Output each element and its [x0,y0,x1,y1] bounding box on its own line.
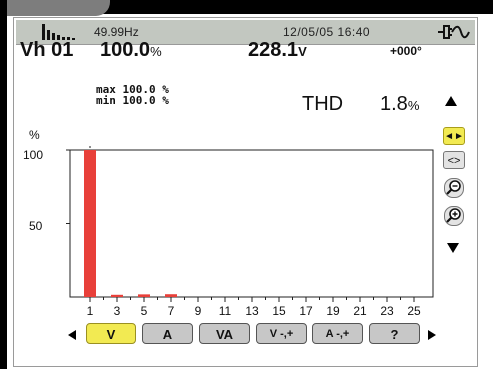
tab-prev-icon[interactable] [68,330,76,340]
x-tick-label-13: 13 [245,304,259,318]
zoom-out-button[interactable] [444,178,464,198]
zoom-in-button[interactable] [444,206,464,226]
scroll-down-icon[interactable] [447,243,459,253]
tab-next-icon[interactable] [428,330,436,340]
harmonic-percent-value: 100.0 [100,39,151,61]
thd-label: THD [302,93,344,115]
tab-a-phase[interactable]: A -,+ [312,323,363,344]
zoom-out-icon [446,180,461,195]
tab-va[interactable]: VA [199,323,250,344]
phase-angle: +000° [390,44,422,58]
x-tick-label-21: 21 [353,304,367,318]
max-value: max 100.0 % [96,83,169,96]
device-frame-tab [0,0,110,16]
harmonic-voltage-value: 228.1 [248,39,299,61]
x-tick-label-3: 3 [114,304,121,318]
status-bar: 49.99Hz 12/05/05 16:40 [16,20,475,45]
zoom-in-icon [446,208,461,223]
harmonic-voltage: 228.1V [248,39,307,62]
frequency-readout: 49.99Hz [94,25,139,39]
expand-button[interactable]: <> [443,151,465,169]
datetime-readout: 12/05/05 16:40 [283,25,371,39]
tab-a[interactable]: A [142,323,193,344]
y-tick-50: 50 [29,219,43,233]
harmonic-order: Vh 01 [20,39,74,61]
device-frame-top [0,0,493,14]
harmonic-chart: 1 3 5 7 9 11 13 15 17 19 21 23 25 [66,146,434,318]
mains-plug-icon [438,25,470,39]
bar-h5 [138,294,150,297]
x-tick-label-15: 15 [272,304,286,318]
device-frame-left [0,0,7,369]
x-tick-label-5: 5 [141,304,148,318]
y-tick-100: 100 [23,148,44,162]
harmonic-percent-unit: % [150,44,162,59]
thd-value: 1.8% [380,93,419,116]
x-tick-label-25: 25 [407,304,421,318]
thd-unit: % [407,98,420,113]
y-axis-unit: % [29,128,40,142]
tab-help[interactable]: ? [369,323,420,344]
spectrum-logo-icon [42,24,75,40]
x-tick-label-11: 11 [219,304,232,318]
tab-v[interactable]: V [86,323,136,344]
bar-h1 [84,150,96,297]
thd-number: 1.8 [380,93,408,115]
scroll-up-icon[interactable] [445,96,457,106]
x-tick-label-9: 9 [195,304,202,318]
x-tick-label-17: 17 [299,304,313,318]
harmonic-voltage-unit: V [298,44,307,59]
x-tick-label-1: 1 [87,304,94,318]
min-value: min 100.0 % [96,94,169,107]
plot-frame [69,149,434,298]
bar-h7 [165,294,177,297]
harmonic-percent: 100.0% [100,39,162,62]
tab-v-phase[interactable]: V -,+ [256,323,307,344]
bar-h3 [111,294,123,297]
x-tick-label-23: 23 [380,304,394,318]
x-tick-label-7: 7 [168,304,175,318]
scroll-cursor-button[interactable]: ◄► [443,127,465,145]
x-tick-label-19: 19 [326,304,340,318]
